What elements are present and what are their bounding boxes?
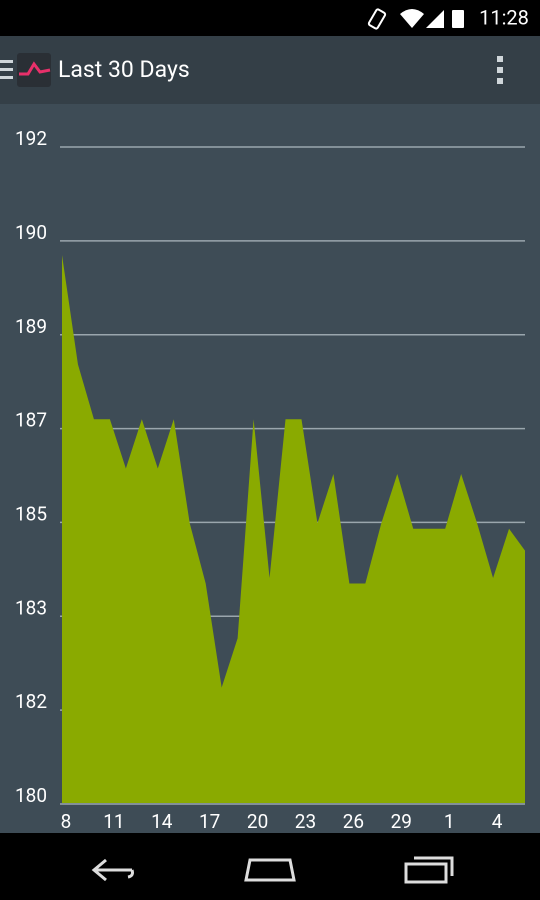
nav-buttons: [91, 856, 454, 884]
back-button[interactable]: [91, 858, 134, 882]
nav-drawer-icon[interactable]: [0, 60, 13, 79]
x-tick-label: 26: [343, 810, 364, 833]
x-tick-label: 1: [444, 810, 455, 833]
app-bar: [0, 36, 540, 104]
overflow-menu[interactable]: [497, 56, 503, 84]
y-tick-label: 189: [15, 315, 47, 338]
status-icons: [367, 8, 464, 30]
y-tick-label: 182: [15, 690, 47, 713]
area: [62, 254, 525, 804]
y-tick-label: 192: [15, 127, 47, 150]
home-button[interactable]: [244, 858, 296, 882]
x-tick-label: 23: [295, 810, 316, 833]
status-time: 11:28: [479, 5, 529, 29]
nav-bar: [0, 833, 540, 900]
y-tick-label: 180: [15, 784, 47, 807]
recents-button[interactable]: [404, 856, 454, 884]
x-tick-label: 8: [61, 810, 72, 833]
x-tick-label: 17: [199, 810, 220, 833]
y-tick-label: 185: [15, 502, 47, 525]
status-bar: [0, 0, 540, 36]
app-icon[interactable]: [17, 53, 51, 87]
x-tick-label: 11: [103, 810, 124, 833]
x-tick-label: 4: [492, 810, 503, 833]
x-tick-label: 29: [391, 810, 412, 833]
y-tick-label: 190: [15, 221, 47, 244]
y-tick-label: 187: [15, 409, 47, 432]
app-title: Last 30 Days: [58, 56, 190, 83]
y-tick-label: 183: [15, 596, 47, 619]
x-tick-label: 14: [151, 810, 173, 833]
x-tick-label: 20: [247, 810, 268, 833]
